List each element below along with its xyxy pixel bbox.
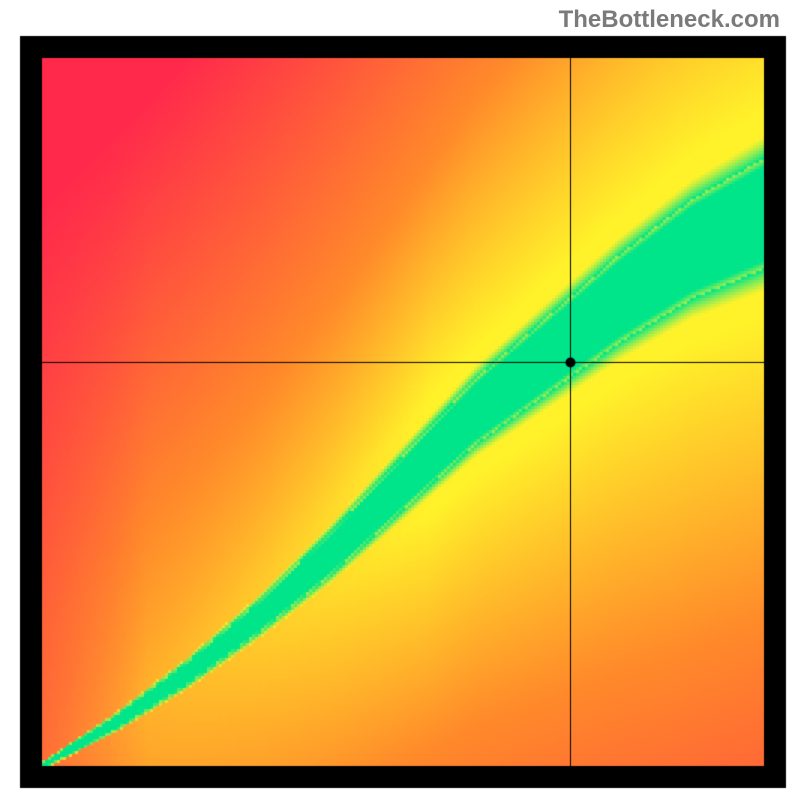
watermark-text: TheBottleneck.com xyxy=(559,6,780,34)
chart-container: TheBottleneck.com xyxy=(0,0,800,800)
bottleneck-heatmap xyxy=(0,0,800,800)
